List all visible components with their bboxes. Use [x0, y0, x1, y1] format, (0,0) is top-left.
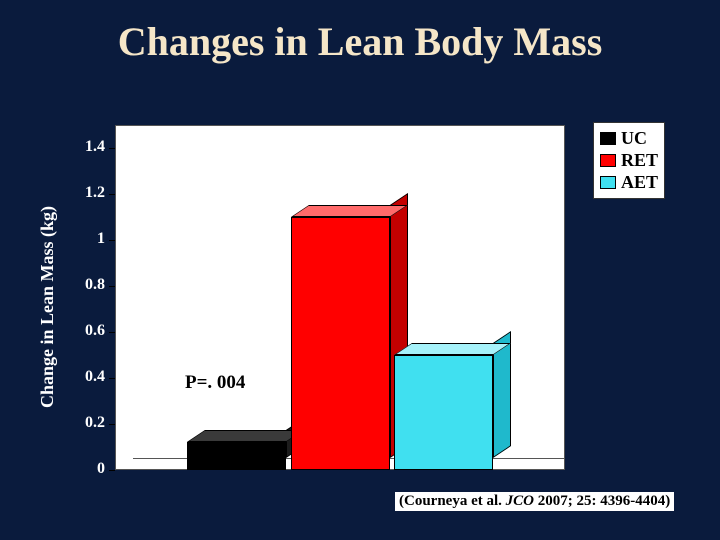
y-tick-label: 1.4: [65, 138, 105, 156]
bar-top: [394, 343, 511, 355]
citation-italic: JCO: [506, 493, 534, 509]
y-tick: [109, 424, 115, 425]
bar-aet: [394, 355, 493, 470]
legend-swatch: [600, 154, 616, 167]
y-tick-label: 0.4: [65, 368, 105, 386]
y-tick: [109, 240, 115, 241]
legend-swatch: [600, 176, 616, 189]
y-tick: [109, 378, 115, 379]
y-tick-label: 1.2: [65, 184, 105, 202]
bar-uc: [187, 442, 286, 470]
y-tick: [109, 332, 115, 333]
y-tick: [109, 286, 115, 287]
bar-top: [187, 430, 304, 442]
legend-swatch: [600, 132, 616, 145]
citation: (Courneya et al. JCO 2007; 25: 4396-4404…: [395, 492, 674, 511]
y-tick-label: 0.6: [65, 322, 105, 340]
citation-suffix: 2007; 25: 4396-4404): [534, 493, 670, 509]
legend-label: UC: [621, 128, 647, 149]
bar-ret: [291, 217, 390, 470]
legend-label: AET: [621, 172, 658, 193]
bar-top: [291, 205, 408, 217]
legend-item-uc: UC: [600, 128, 658, 149]
page-title: Changes in Lean Body Mass: [0, 18, 720, 65]
legend-label: RET: [621, 150, 658, 171]
y-tick-label: 0.2: [65, 414, 105, 432]
y-tick-label: 0: [65, 460, 105, 478]
y-tick-label: 0.8: [65, 276, 105, 294]
legend-item-aet: AET: [600, 172, 658, 193]
legend-item-ret: RET: [600, 150, 658, 171]
legend: UCRETAET: [593, 122, 665, 199]
y-tick: [109, 470, 115, 471]
citation-prefix: (Courneya et al.: [399, 493, 506, 509]
p-value-annotation: P=. 004: [185, 372, 245, 394]
y-tick: [109, 194, 115, 195]
y-tick: [109, 148, 115, 149]
y-axis-label: Change in Lean Mass (kg): [37, 206, 58, 408]
y-tick-label: 1: [65, 230, 105, 248]
